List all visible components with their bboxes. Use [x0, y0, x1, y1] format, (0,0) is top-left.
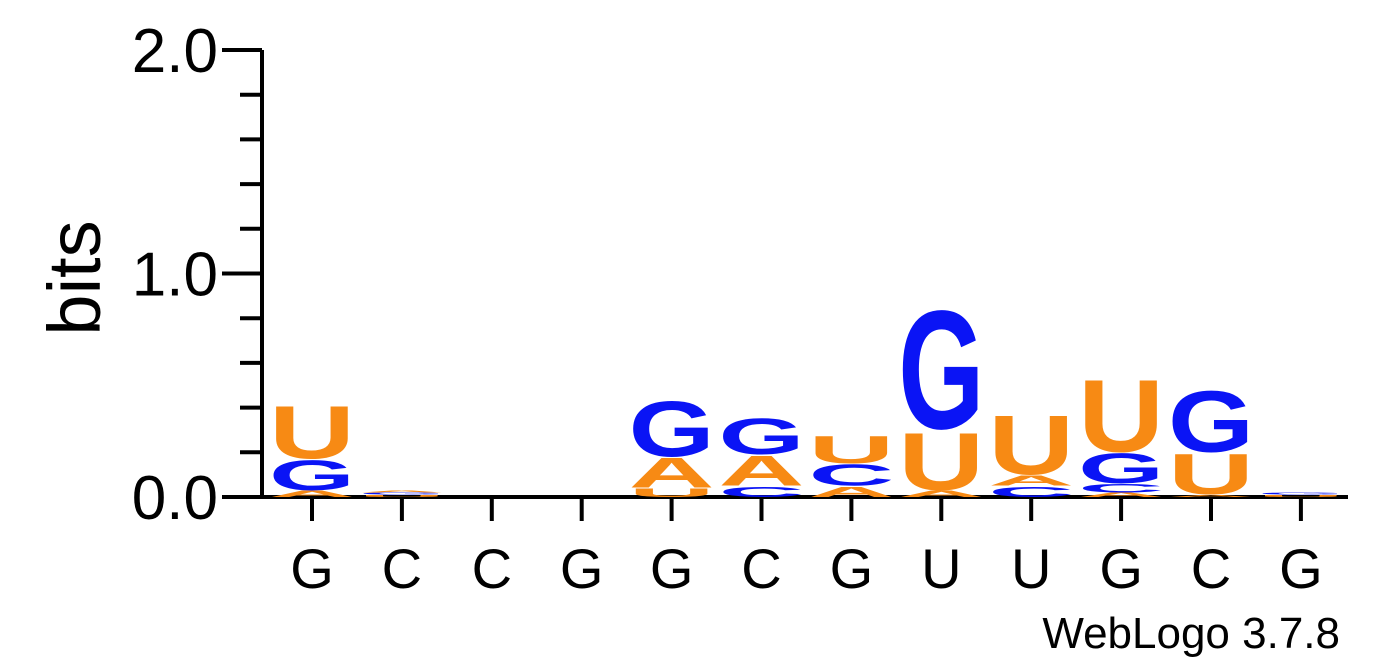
position-label: U: [1011, 537, 1051, 600]
position-label: C: [741, 537, 781, 600]
position-label: G: [650, 537, 694, 600]
position-label: C: [1191, 537, 1231, 600]
logo-letter-G: G: [719, 408, 805, 465]
position-label: C: [382, 537, 422, 600]
logo-letter-U: U: [808, 428, 894, 472]
logo-letter-G: G: [1258, 492, 1344, 495]
position-label: C: [472, 537, 512, 600]
logo-letter-U: U: [269, 391, 355, 475]
logo-letter-C: C: [808, 458, 894, 492]
logo-letter-U: U: [898, 416, 984, 507]
logo-letter-C: C: [719, 483, 805, 500]
y-axis: 0.0 1.0 2.0: [132, 17, 264, 533]
logo-letter-A: A: [1168, 494, 1254, 497]
logo-letter-U: U: [359, 494, 445, 497]
position-label: G: [830, 537, 874, 600]
logo-letter-A: A: [988, 472, 1074, 489]
logo-letter-G: G: [629, 386, 715, 474]
position-label: G: [1099, 537, 1143, 600]
logo-letter-U: U: [629, 486, 715, 500]
weblogo-credit: WebLogo 3.7.8: [1042, 609, 1340, 658]
y-tick-label: 0.0: [132, 464, 218, 533]
logo-letter-G: G: [898, 277, 984, 465]
logo-letter-A: A: [269, 489, 355, 499]
logo-letter-A: A: [359, 490, 445, 493]
logo-letter-C: C: [1078, 481, 1164, 495]
y-axis-label: bits: [33, 220, 116, 335]
logo-letter-A: A: [808, 483, 894, 500]
logo-letter-A: A: [898, 489, 984, 499]
y-tick-label: 2.0: [132, 17, 218, 86]
position-label: G: [560, 537, 604, 600]
logo-letter-U: U: [988, 398, 1074, 492]
logo-letter-G: G: [1078, 445, 1164, 492]
logo-letter-G: G: [269, 451, 355, 498]
position-label: G: [290, 537, 334, 600]
logo-letter-A: A: [719, 447, 805, 494]
position-label: G: [1279, 537, 1323, 600]
logo-letter-A: A: [629, 449, 715, 496]
logo-letter-A: A: [1078, 491, 1164, 498]
y-tick-label: 1.0: [132, 241, 218, 310]
logo-letter-C: C: [988, 483, 1074, 500]
logo-letter-G: G: [359, 492, 445, 495]
logo-letter-U: U: [1168, 442, 1254, 506]
position-label: U: [921, 537, 961, 600]
logo-letter-U: U: [1078, 358, 1164, 473]
logo-letter-U: U: [1258, 494, 1344, 497]
logo-letter-G: G: [1168, 373, 1254, 470]
